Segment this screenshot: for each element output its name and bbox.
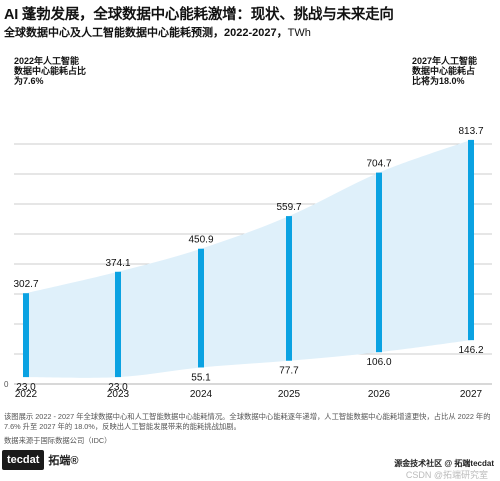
value-label-ai-2027: 146.2 — [458, 345, 483, 356]
unit-label: TWh — [287, 27, 311, 39]
x-tick-label-2024: 2024 — [190, 389, 213, 400]
chart-subtitle: 全球数据中心及人工智能数据中心能耗预测，2022-2027，TWh — [4, 24, 311, 40]
range-band — [26, 139, 471, 378]
x-tick-label-2023: 2023 — [107, 389, 130, 400]
x-tick-label-2022: 2022 — [15, 389, 38, 400]
subtitle-text: 全球数据中心及人工智能数据中心能耗预测，2022-2027， — [4, 27, 288, 39]
range-bar-2022 — [23, 293, 29, 378]
watermark-csdn: CSDN @拓端研究室 — [405, 470, 488, 480]
page-title: AI 蓬勃发展，全球数据中心能耗激增：现状、挑战与未来走向 — [4, 7, 394, 23]
value-label-total-2023: 374.1 — [105, 258, 130, 269]
logo-name: 拓端® — [48, 455, 79, 467]
annotation-2027-share: 2027年人工智能 数据中心能耗占 比将为18.0% — [412, 56, 478, 86]
x-tick-label-2025: 2025 — [278, 389, 301, 400]
range-bar-2027 — [468, 139, 474, 341]
value-label-total-2026: 704.7 — [366, 159, 391, 170]
energy-chart: 0302.723.02022374.123.02023450.955.12024… — [4, 126, 492, 400]
value-label-total-2025: 559.7 — [276, 202, 301, 213]
brand-logo: tecdat 拓端® — [2, 448, 79, 472]
x-tick-label-2027: 2027 — [460, 389, 483, 400]
logo-badge: tecdat — [2, 450, 45, 470]
value-label-ai-2022: 23.0 — [16, 382, 36, 393]
value-label-ai-2025: 77.7 — [279, 366, 299, 377]
annotation-2022-share: 2022年人工智能 数据中心能耗占比 为7.6% — [14, 56, 87, 86]
value-label-total-2027: 813.7 — [458, 126, 483, 137]
value-label-ai-2023: 23.0 — [108, 382, 128, 393]
range-bar-2025 — [286, 216, 292, 361]
range-bar-2023 — [115, 271, 121, 378]
value-label-ai-2026: 106.0 — [366, 357, 391, 368]
range-bar-2024 — [198, 248, 204, 368]
range-bar-2026 — [376, 172, 382, 353]
data-source: 数据来源于国际数据公司（IDC） — [4, 436, 112, 445]
value-label-total-2024: 450.9 — [188, 235, 213, 246]
watermark-community: 源金技术社区 @ 拓端tecdat — [394, 459, 494, 468]
chart-description: 该图展示 2022 - 2027 年全球数据中心和人工智能数据中心能耗情况。全球… — [4, 412, 491, 431]
value-label-ai-2024: 55.1 — [191, 372, 211, 383]
value-label-total-2022: 302.7 — [13, 279, 38, 290]
x-tick-label-2026: 2026 — [368, 389, 391, 400]
y-tick-label-0: 0 — [4, 380, 9, 389]
